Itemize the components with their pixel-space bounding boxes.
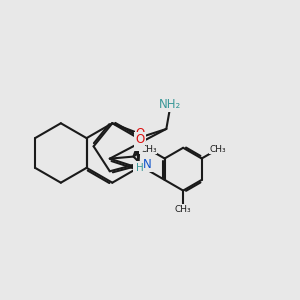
Text: CH₃: CH₃ bbox=[140, 145, 157, 154]
Text: H: H bbox=[136, 163, 143, 173]
Text: O: O bbox=[135, 133, 144, 146]
Text: N: N bbox=[134, 161, 142, 174]
Text: CH₃: CH₃ bbox=[210, 145, 226, 154]
Text: S: S bbox=[134, 137, 142, 150]
Text: CH₃: CH₃ bbox=[175, 205, 191, 214]
Text: N: N bbox=[143, 158, 152, 171]
Text: NH₂: NH₂ bbox=[159, 98, 181, 111]
Text: O: O bbox=[135, 128, 145, 140]
